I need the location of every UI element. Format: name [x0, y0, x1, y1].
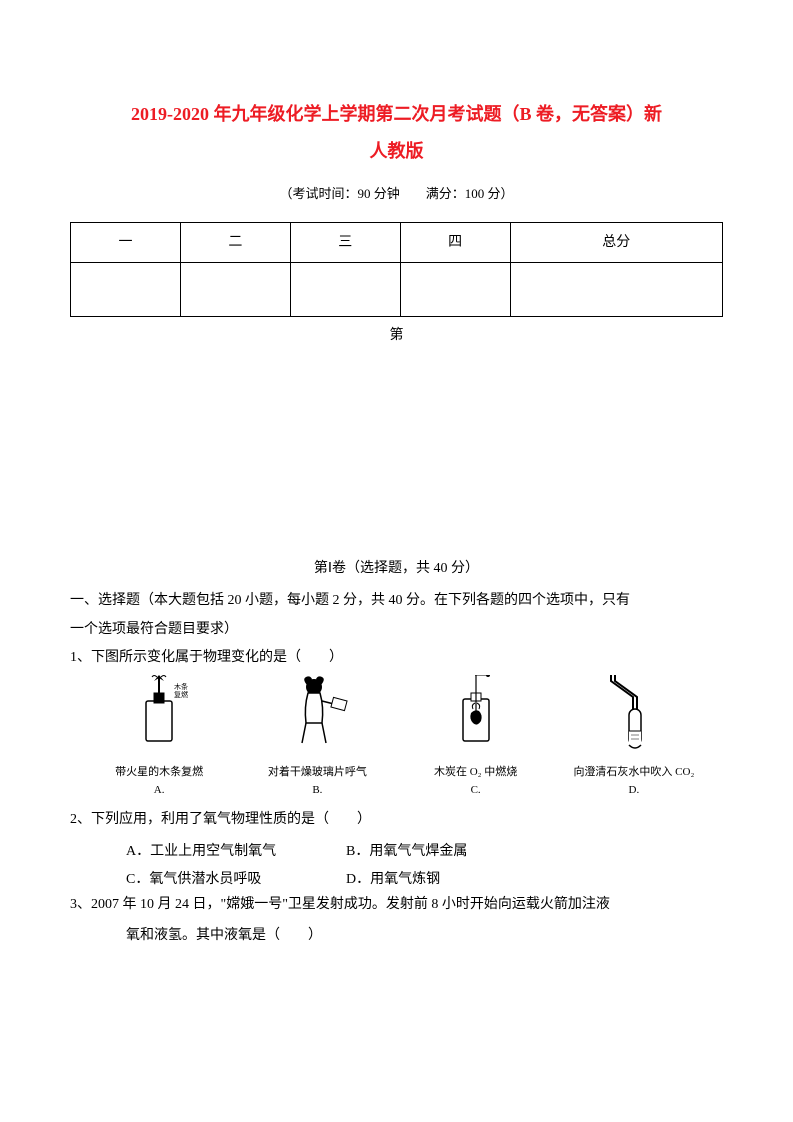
- q1-opt-a-tag: A.: [154, 782, 165, 800]
- q1-opt-a-caption: 带火星的木条复燃: [115, 764, 203, 782]
- q1-opt-c: 木炭在 O₂ 中燃烧 C.: [401, 675, 551, 799]
- test-tube-blow-icon: [599, 675, 669, 760]
- q1-options: 木条 复燃 带火星的木条复燃 A. 对着干燥玻璃片呼气 B.: [70, 675, 723, 799]
- q2-opt-b: B．用氧气气焊金属: [346, 838, 566, 866]
- q2-opt-d: D．用氧气炼钢: [346, 866, 566, 894]
- section1b-text: 一个选项最符合题目要求）: [70, 619, 723, 641]
- score-header-3: 三: [290, 223, 400, 263]
- score-cell-4: [400, 263, 510, 317]
- table-row: 一 二 三 四 总分: [71, 223, 723, 263]
- score-cell-2: [180, 263, 290, 317]
- exam-title-line1: 2019-2020 年九年级化学上学期第二次月考试题（B 卷，无答案）新: [70, 100, 723, 129]
- q1-opt-c-tag: C.: [471, 782, 481, 800]
- q2-text: 2、下列应用，利用了氧气物理性质的是（ ）: [70, 809, 723, 831]
- di-character: 第: [70, 325, 723, 347]
- score-cell-1: [71, 263, 181, 317]
- score-cell-total: [510, 263, 723, 317]
- exam-info: （考试时间：90 分钟 满分：100 分）: [70, 184, 723, 205]
- q1-opt-b: 对着干燥玻璃片呼气 B.: [242, 675, 392, 799]
- score-header-4: 四: [400, 223, 510, 263]
- q3-line2: 氧和液氢。其中液氧是（ ）: [70, 922, 723, 950]
- score-cell-3: [290, 263, 400, 317]
- q2-opt-a: A．工业上用空气制氧气: [126, 838, 346, 866]
- part1-label: 第Ⅰ卷（选择题，共 40 分）: [70, 558, 723, 580]
- score-header-1: 一: [71, 223, 181, 263]
- charcoal-burn-icon: [441, 675, 511, 760]
- person-breath-icon: [282, 675, 352, 760]
- section1-text: 一、选择题（本大题包括 20 小题，每小题 2 分，共 40 分。在下列各题的四…: [70, 590, 723, 612]
- exam-title-line2: 人教版: [70, 137, 723, 166]
- q1-opt-b-caption: 对着干燥玻璃片呼气: [268, 764, 367, 782]
- score-header-total: 总分: [510, 223, 723, 263]
- q1-opt-d-tag: D.: [629, 782, 640, 800]
- q1-opt-d-caption: 向澄清石灰水中吹入 CO₂: [573, 764, 694, 782]
- table-row: [71, 263, 723, 317]
- q1-text: 1、下图所示变化属于物理变化的是（ ）: [70, 647, 723, 669]
- q1-opt-a: 木条 复燃 带火星的木条复燃 A.: [84, 675, 234, 799]
- flask-splint-icon: 木条 复燃: [124, 675, 194, 760]
- q3-line1: 3、2007 年 10 月 24 日，"嫦娥一号"卫星发射成功。发射前 8 小时…: [70, 894, 723, 916]
- score-table: 一 二 三 四 总分: [70, 222, 723, 317]
- score-header-2: 二: [180, 223, 290, 263]
- q1-opt-d: 向澄清石灰水中吹入 CO₂ D.: [559, 675, 709, 799]
- q1-opt-b-tag: B.: [312, 782, 322, 800]
- svg-text:复燃: 复燃: [174, 690, 188, 699]
- q1-opt-c-caption: 木炭在 O₂ 中燃烧: [434, 764, 517, 782]
- q2-options: A．工业上用空气制氧气 B．用氧气气焊金属 C．氧气供潜水员呼吸 D．用氧气炼钢: [70, 838, 723, 894]
- svg-text:木条: 木条: [174, 682, 188, 691]
- q2-opt-c: C．氧气供潜水员呼吸: [126, 866, 346, 894]
